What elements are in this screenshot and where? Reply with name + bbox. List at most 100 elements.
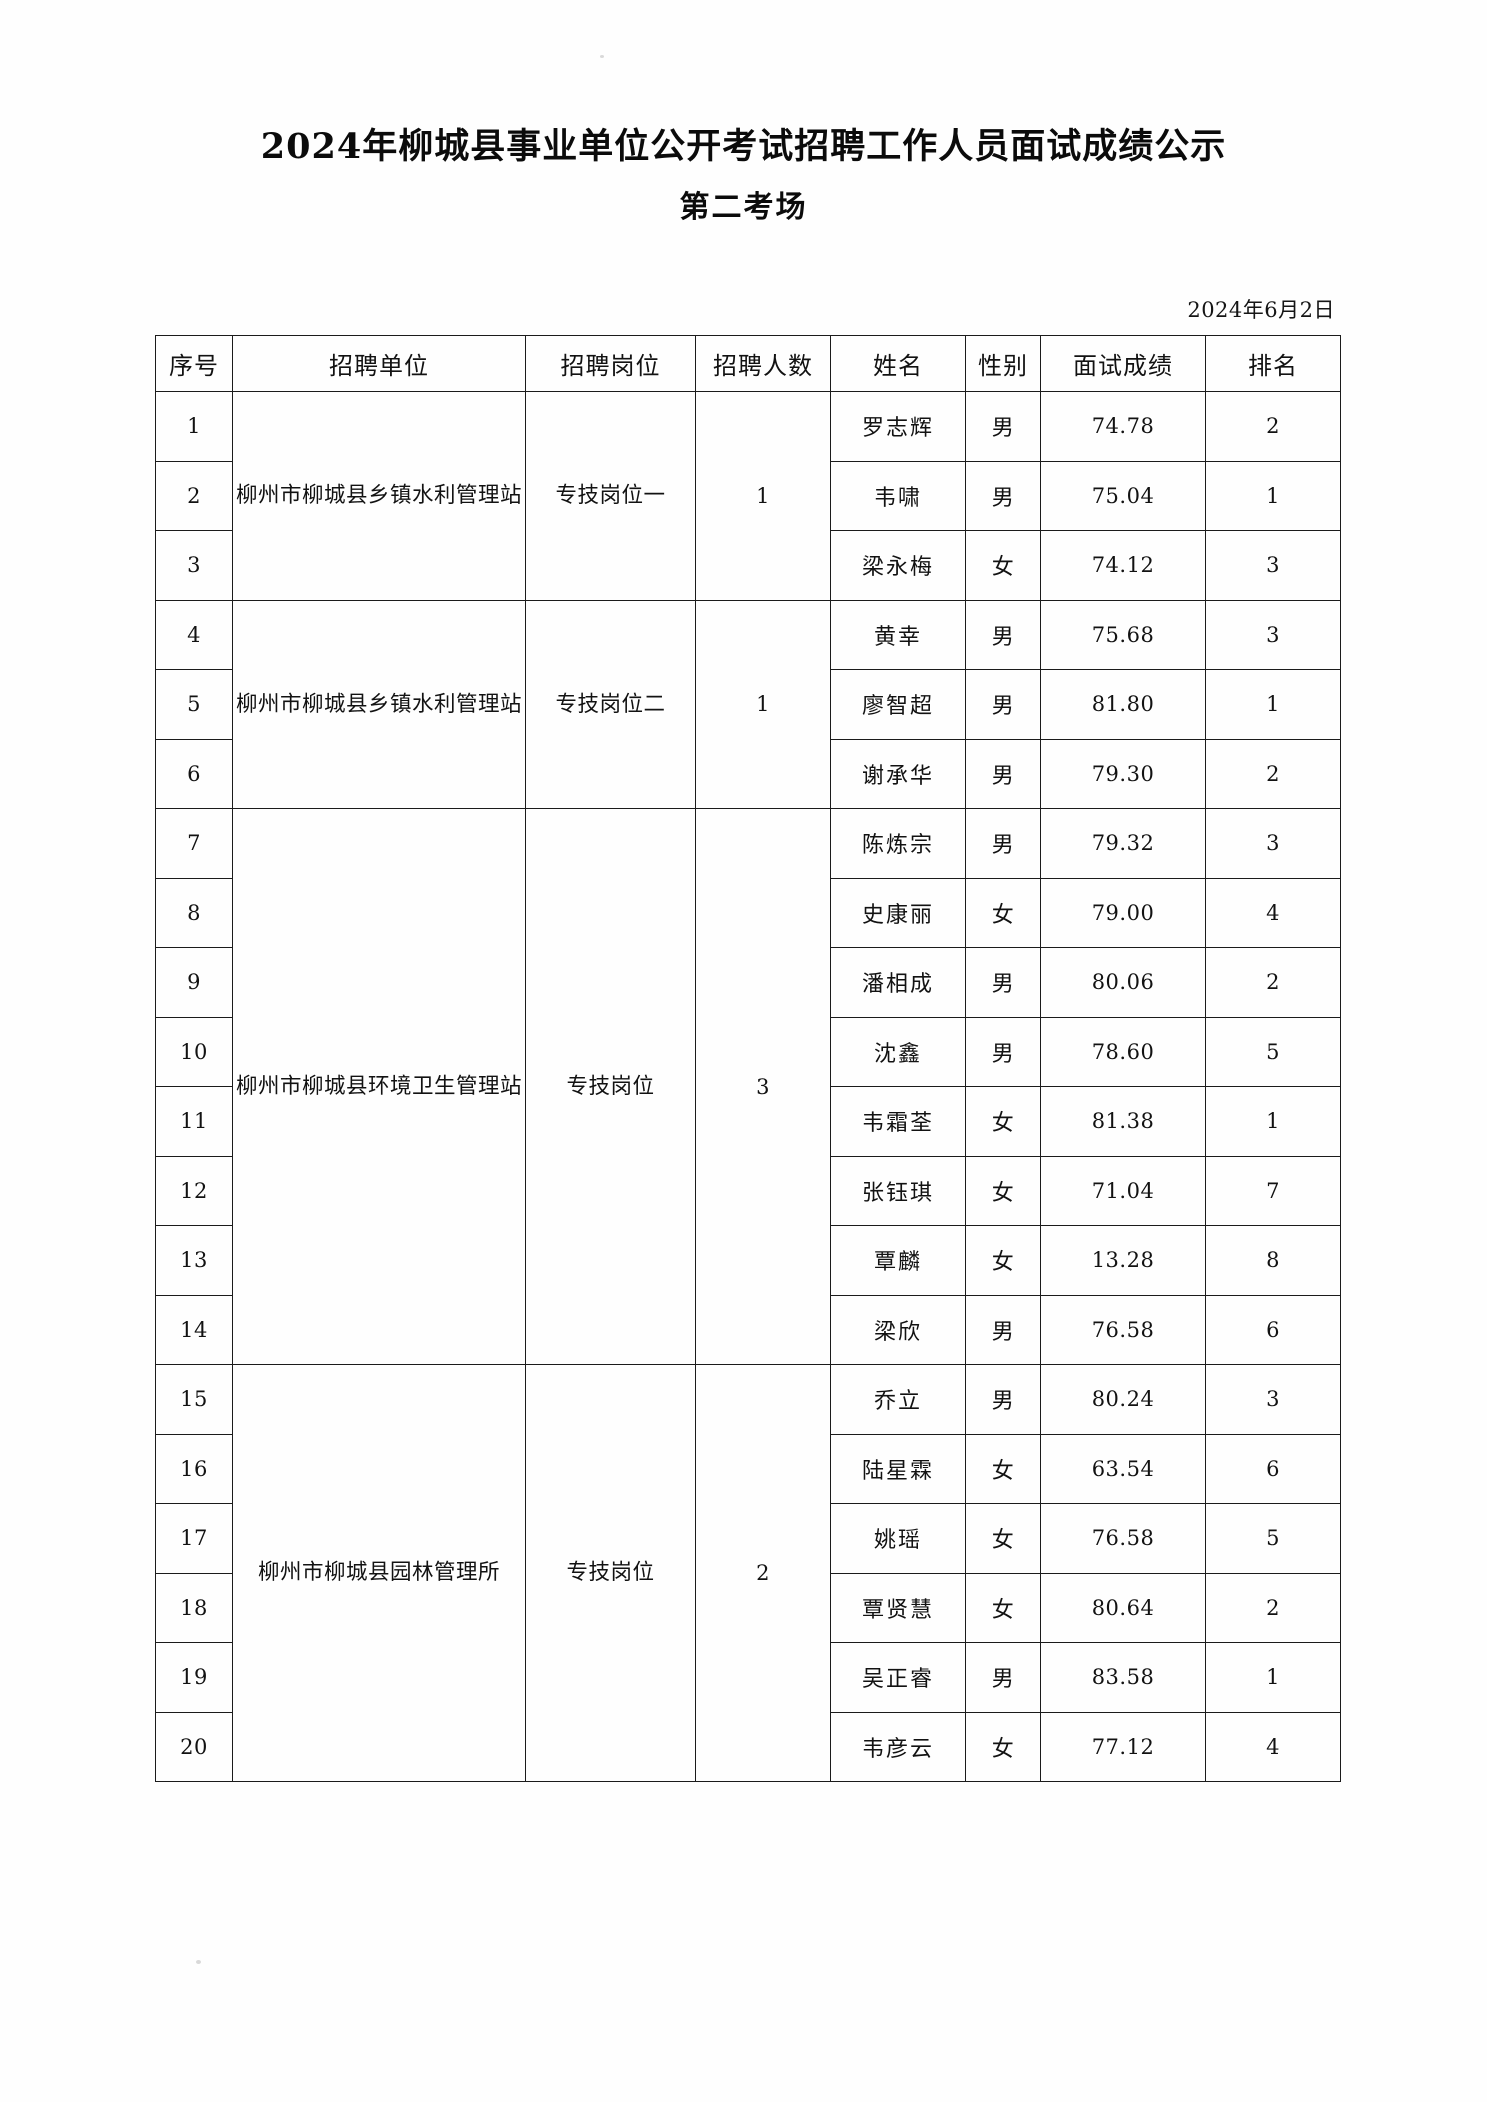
cell-index: 3: [155, 530, 233, 601]
table-row: 15 柳州市柳城县园林管理所 专技岗位 2 乔立男 80.24 3: [155, 1364, 1341, 1782]
cell-name: 张钰琪: [830, 1155, 966, 1226]
cell-name: 韦啸: [830, 460, 966, 531]
cell-gender: 男: [965, 391, 1041, 462]
scan-speck: [196, 1960, 201, 1964]
cell-name: 覃贤慧: [830, 1572, 966, 1643]
cell-gender: 女: [965, 1503, 1041, 1574]
cell-score: 63.54: [1040, 1433, 1206, 1504]
cell-gender: 男: [965, 669, 1041, 740]
cell-score: 75.04: [1040, 460, 1206, 531]
cell-index: 11: [155, 1086, 233, 1157]
cell-index: 15: [155, 1364, 233, 1435]
cell-gender: 女: [965, 1711, 1041, 1782]
cell-gender: 女: [965, 530, 1041, 601]
cell-index: 20: [155, 1711, 233, 1782]
cell-score: 13.28: [1040, 1225, 1206, 1296]
page-title: 2024年柳城县事业单位公开考试招聘工作人员面试成绩公示: [260, 126, 1227, 167]
cell-gender: 女: [965, 1086, 1041, 1157]
cell-gender: 男: [965, 738, 1041, 809]
cell-index: 18: [155, 1572, 233, 1643]
column-header-gender: 性别: [965, 335, 1041, 392]
table-row: 14 梁欣男 76.58 6: [155, 1294, 1341, 1365]
cell-gender: 男: [965, 1294, 1041, 1365]
cell-gender: 男: [965, 1642, 1041, 1713]
cell-unit: 柳州市柳城县乡镇水利管理站: [232, 391, 526, 601]
page-subtitle: 第二考场: [679, 190, 808, 225]
cell-headcount: 1: [695, 391, 831, 601]
cell-name: 姚瑶: [830, 1503, 966, 1574]
cell-index: 14: [155, 1294, 233, 1365]
cell-index: 5: [155, 669, 233, 740]
cell-name: 陈炼宗: [830, 808, 966, 879]
column-header-unit: 招聘单位: [232, 335, 526, 392]
cell-index: 17: [155, 1503, 233, 1574]
table-row: 1 柳州市柳城县乡镇水利管理站 专技岗位一 1 罗志辉男 74.78 2: [155, 391, 1341, 601]
cell-rank: 6: [1205, 1294, 1341, 1365]
cell-rank: 7: [1205, 1155, 1341, 1226]
cell-index: 4: [155, 599, 233, 670]
cell-name: 史康丽: [830, 877, 966, 948]
table-row: 4 柳州市柳城县乡镇水利管理站 专技岗位二 1 黄幸男 75.68 3: [155, 599, 1341, 809]
table-row: 11 韦霜荃女 81.38 1: [155, 1086, 1341, 1157]
cell-rank: 4: [1205, 877, 1341, 948]
cell-name: 吴正睿: [830, 1642, 966, 1713]
cell-index: 16: [155, 1433, 233, 1504]
cell-headcount: 1: [695, 599, 831, 809]
table-row: 20 韦彦云女 77.12 4: [155, 1711, 1341, 1782]
cell-headcount: 3: [695, 808, 831, 1365]
table-row: 19 吴正睿男 83.58 1: [155, 1642, 1341, 1713]
cell-index: 19: [155, 1642, 233, 1713]
cell-name: 黄幸: [830, 599, 966, 670]
cell-unit: 柳州市柳城县园林管理所: [232, 1364, 526, 1782]
cell-gender: 女: [965, 1572, 1041, 1643]
cell-rank: 2: [1205, 1572, 1341, 1643]
cell-name: 梁永梅: [830, 530, 966, 601]
cell-rank: 1: [1205, 1086, 1341, 1157]
cell-rank: 3: [1205, 530, 1341, 601]
cell-name: 乔立: [830, 1364, 966, 1435]
cell-name: 梁欣: [830, 1294, 966, 1365]
cell-name: 廖智超: [830, 669, 966, 740]
cell-score: 80.64: [1040, 1572, 1206, 1643]
table-row: 16 陆星霖女 63.54 6: [155, 1433, 1341, 1504]
table-row: 17 姚瑶女 76.58 5: [155, 1503, 1341, 1574]
cell-gender: 男: [965, 1016, 1041, 1087]
column-header-post: 招聘岗位: [525, 335, 696, 392]
cell-rank: 2: [1205, 391, 1341, 462]
cell-score: 76.58: [1040, 1503, 1206, 1574]
cell-score: 79.30: [1040, 738, 1206, 809]
cell-gender: 女: [965, 1225, 1041, 1296]
cell-rank: 3: [1205, 1364, 1341, 1435]
cell-rank: 3: [1205, 599, 1341, 670]
table-row: 6 谢承华男 79.30 2: [155, 738, 1341, 809]
cell-score: 76.58: [1040, 1294, 1206, 1365]
column-header-index: 序号: [155, 335, 233, 392]
cell-score: 83.58: [1040, 1642, 1206, 1713]
table-body: 1 柳州市柳城县乡镇水利管理站 专技岗位一 1 罗志辉男 74.78 2 2 韦啸男 75.04 1…: [155, 391, 1341, 1782]
table-row: 12 张钰琪女 71.04 7: [155, 1155, 1341, 1226]
cell-index: 9: [155, 947, 233, 1018]
cell-rank: 6: [1205, 1433, 1341, 1504]
cell-score: 80.24: [1040, 1364, 1206, 1435]
table-row: 8 史康丽女 79.00 4: [155, 877, 1341, 948]
cell-name: 韦霜荃: [830, 1086, 966, 1157]
table-row: 2 韦啸男 75.04 1: [155, 460, 1341, 531]
cell-gender: 男: [965, 599, 1041, 670]
table-header-row: 序号 招聘单位 招聘岗位 招聘人数 姓名 性别 面试成绩 排名: [155, 335, 1341, 392]
cell-gender: 男: [965, 947, 1041, 1018]
cell-index: 12: [155, 1155, 233, 1226]
cell-rank: 1: [1205, 460, 1341, 531]
cell-index: 13: [155, 1225, 233, 1296]
scan-speck: [600, 55, 604, 58]
cell-unit: 柳州市柳城县乡镇水利管理站: [232, 599, 526, 809]
cell-headcount: 2: [695, 1364, 831, 1782]
publish-date: 2024年6月2日: [1187, 298, 1335, 322]
cell-name: 沈鑫: [830, 1016, 966, 1087]
cell-index: 10: [155, 1016, 233, 1087]
column-header-name: 姓名: [830, 335, 966, 392]
cell-gender: 女: [965, 1155, 1041, 1226]
cell-index: 1: [155, 391, 233, 462]
cell-gender: 女: [965, 1433, 1041, 1504]
cell-name: 罗志辉: [830, 391, 966, 462]
